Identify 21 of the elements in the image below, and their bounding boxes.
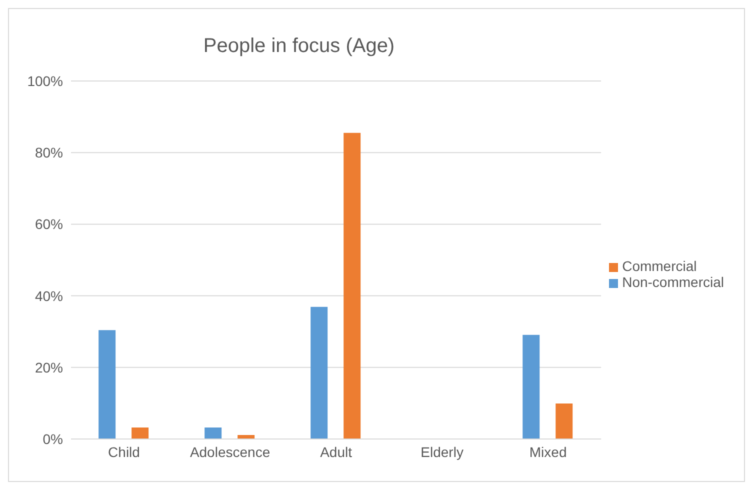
- y-tick-label: 60%: [34, 216, 63, 232]
- y-tick-label: 40%: [34, 288, 63, 304]
- y-tick-label: 20%: [34, 359, 63, 376]
- bar: [98, 330, 116, 439]
- chart-title: People in focus (Age): [202, 34, 396, 59]
- bar: [132, 428, 149, 439]
- x-tick-label: Mixed: [529, 444, 567, 460]
- x-tick-label: Elderly: [420, 444, 464, 460]
- bar: [556, 404, 573, 439]
- bar: [204, 428, 222, 439]
- legend-label: Commercial: [622, 258, 697, 274]
- y-tick-label: 0%: [42, 430, 63, 447]
- x-tick-label: Adolescence: [190, 444, 270, 460]
- y-tick-label: 100%: [27, 72, 63, 89]
- legend-label: Non-commercial: [622, 274, 724, 290]
- y-tick-label: 80%: [34, 144, 63, 161]
- bar: [344, 132, 361, 439]
- bar: [310, 306, 328, 439]
- x-tick-label: Adult: [320, 444, 352, 460]
- bar: [522, 334, 540, 439]
- x-tick-label: Child: [108, 444, 140, 460]
